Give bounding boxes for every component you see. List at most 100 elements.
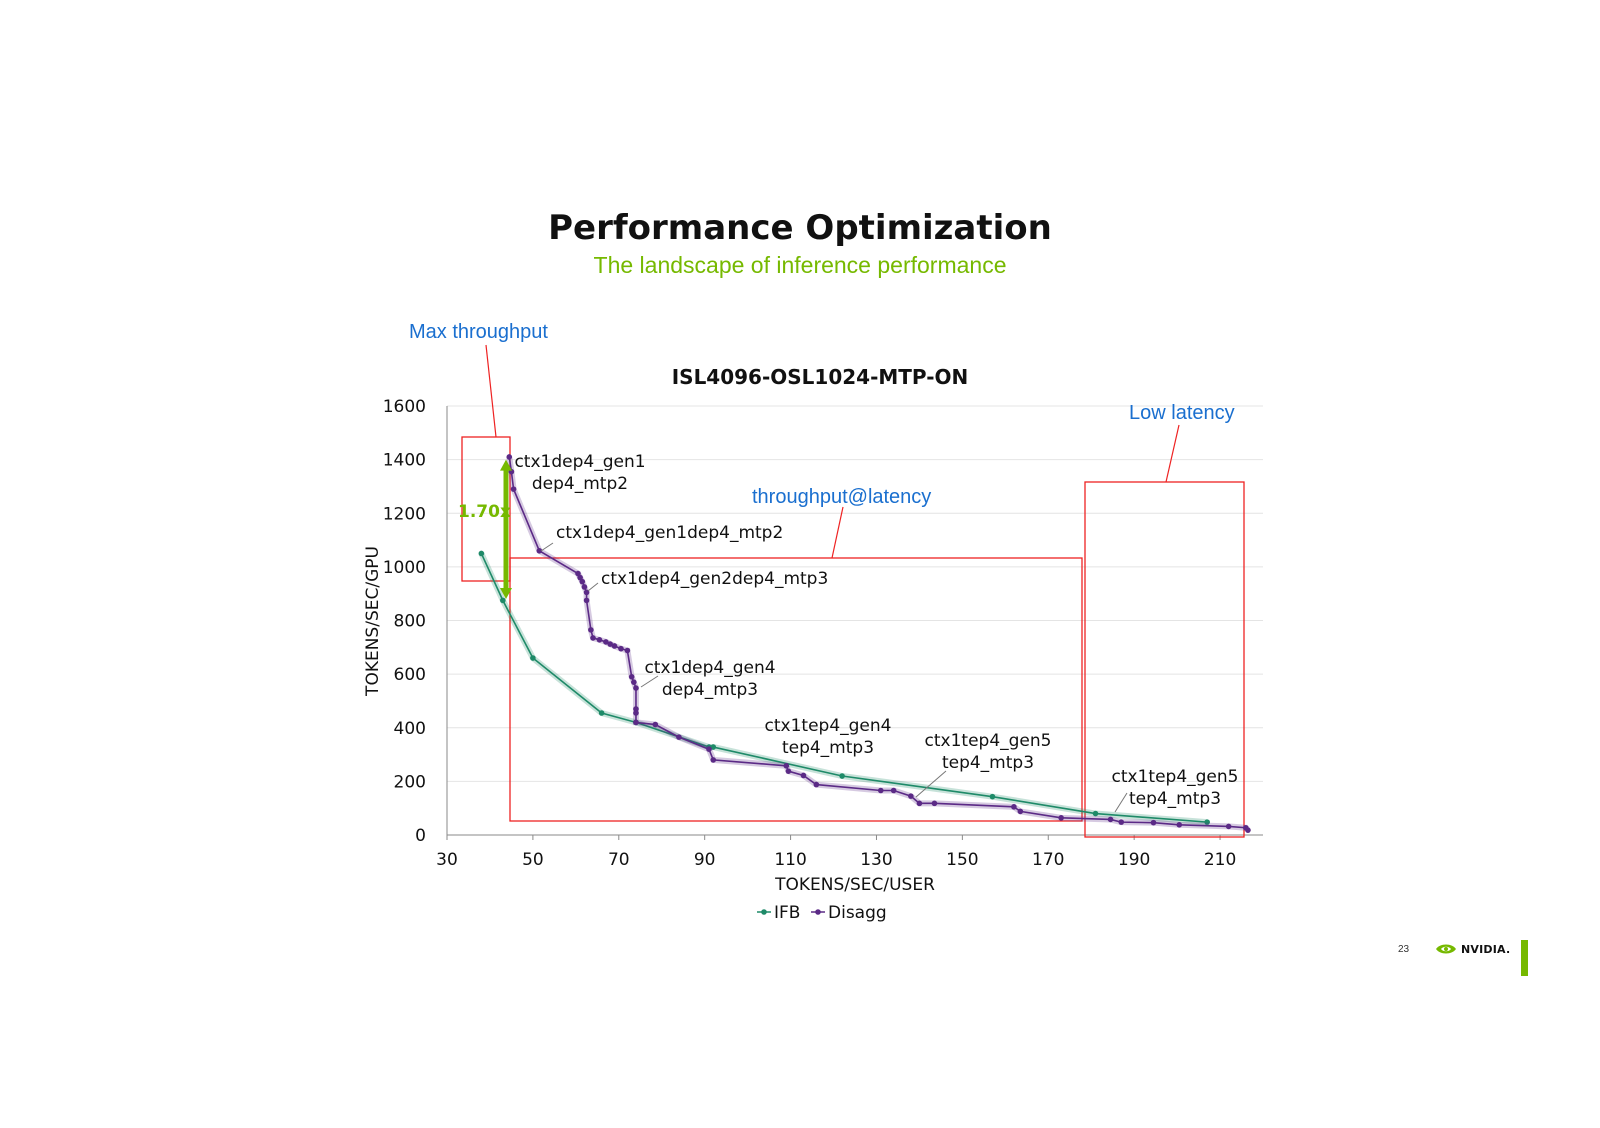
data-point-disagg (1225, 823, 1232, 830)
data-point-ifb (530, 655, 536, 661)
data-point-disagg (510, 486, 517, 492)
data-point-disagg (1118, 819, 1125, 825)
data-point-disagg (1011, 804, 1017, 810)
max-throughput-label: Max throughput (409, 321, 548, 343)
data-point-disagg (590, 635, 596, 641)
y-tick-label: 600 (394, 665, 426, 685)
data-point-disagg (1058, 815, 1064, 821)
data-point-disagg (588, 627, 594, 633)
series (478, 454, 1251, 833)
x-tick-label: 170 (1032, 850, 1064, 870)
y-tick-label: 1600 (383, 397, 426, 417)
annotation-label: ctx1dep4_gen2dep4_mtp3 (601, 569, 828, 589)
nvidia-logo: NVIDIA. (1435, 939, 1510, 959)
annotations: 1.70x ctx1dep4_gen1dep4_mtp2 ctx1dep4_gen1… (458, 452, 1238, 813)
x-tick-label: 130 (860, 850, 892, 870)
ratio-arrow-head-down (500, 588, 512, 600)
page-number: 23 (1398, 944, 1410, 955)
region-boxes: Max throughput throughput@latency Low late… (409, 321, 1245, 838)
legend-swatch-marker (761, 909, 767, 915)
accent-bar (1521, 940, 1528, 976)
annotation-label: dep4_mtp2 (532, 474, 628, 494)
annotation-leader (915, 770, 947, 798)
annotation-label: ctx1dep4_gen1 (514, 452, 645, 472)
annotation-label: ctx1tep4_gen4 (765, 716, 892, 736)
data-point-disagg (631, 679, 637, 685)
x-axis-label: TOKENS/SEC/USER (774, 875, 935, 895)
data-point-disagg (603, 639, 609, 645)
data-point-ifb (478, 550, 485, 557)
x-tick-label: 50 (522, 850, 544, 870)
annotation-label: tep4_mtp3 (942, 753, 1034, 773)
data-point-ifb (1204, 819, 1210, 825)
low-latency-box (1084, 481, 1245, 838)
data-point-disagg (536, 547, 543, 554)
data-point-disagg (1107, 816, 1114, 823)
data-point-disagg (628, 674, 635, 680)
max-throughput-connector (485, 344, 497, 438)
data-point-disagg (785, 768, 792, 774)
low-latency-connector (1165, 424, 1180, 483)
throughput-latency-connector (831, 506, 844, 559)
legend-label: Disagg (828, 903, 887, 923)
data-point-disagg (931, 800, 938, 807)
annotation-label: tep4_mtp3 (782, 738, 874, 758)
data-point-disagg (633, 685, 639, 691)
y-tick-label: 1000 (383, 558, 426, 578)
data-point-disagg (506, 454, 513, 460)
data-point-disagg (710, 757, 717, 763)
y-tick-label: 1400 (383, 451, 426, 471)
annotation-label: dep4_mtp3 (662, 680, 758, 700)
legend: IFB Disagg (757, 903, 887, 923)
y-tick-label: 400 (394, 719, 426, 739)
x-tick-label: 30 (436, 850, 458, 870)
legend-label: IFB (774, 903, 800, 923)
data-point-disagg (624, 647, 631, 654)
data-point-disagg (877, 787, 884, 794)
ratio-label: 1.70x (458, 502, 511, 522)
data-point-disagg (916, 800, 923, 807)
axes: 0 200 400 600 800 1000 1200 1400 1600 30 50 70 90 110… (383, 397, 1263, 870)
data-point-ifb (710, 744, 717, 750)
slide-title: Performance Optimization (548, 208, 1052, 248)
nvidia-eye-icon (1436, 944, 1456, 954)
data-point-ifb (598, 710, 605, 716)
data-point-disagg (783, 763, 790, 769)
data-point-disagg (908, 793, 914, 799)
y-tick-label: 0 (415, 826, 426, 846)
x-tick-label: 210 (1204, 850, 1236, 870)
data-point-disagg (583, 597, 590, 604)
data-point-disagg (618, 645, 624, 652)
data-point-disagg (633, 719, 639, 726)
throughput-latency-label: throughput@latency (752, 486, 931, 508)
annotation-leader (1114, 792, 1128, 813)
data-point-disagg (579, 578, 586, 585)
chart-title: ISL4096-OSL1024-MTP-ON (672, 365, 969, 389)
annotation-leader (540, 542, 554, 552)
data-point-disagg (633, 710, 639, 716)
data-point-disagg (813, 781, 820, 788)
annotation-leader (640, 675, 659, 688)
data-point-disagg (1176, 822, 1183, 828)
data-point-ifb (839, 773, 845, 779)
data-point-disagg (1150, 819, 1157, 826)
y-tick-label: 800 (394, 612, 426, 632)
annotation-label: ctx1dep4_gen4 (644, 658, 775, 678)
data-point-disagg (676, 734, 682, 740)
x-tick-label: 110 (774, 850, 806, 870)
max-throughput-box (461, 436, 511, 582)
data-point-disagg (607, 641, 613, 647)
data-point-disagg (633, 706, 639, 712)
x-tick-label: 90 (694, 850, 716, 870)
data-point-ifb (1092, 810, 1099, 817)
y-axis-label: TOKENS/SEC/GPU (363, 546, 383, 697)
data-point-ifb (989, 793, 996, 800)
x-tick-label: 70 (608, 850, 630, 870)
annotation-label: ctx1dep4_gen1dep4_mtp2 (556, 523, 783, 543)
data-point-ifb (500, 597, 506, 604)
data-point-disagg (652, 721, 659, 728)
data-point-disagg (611, 643, 618, 649)
nvidia-wordmark: NVIDIA. (1461, 942, 1511, 956)
data-point-disagg (706, 746, 712, 752)
